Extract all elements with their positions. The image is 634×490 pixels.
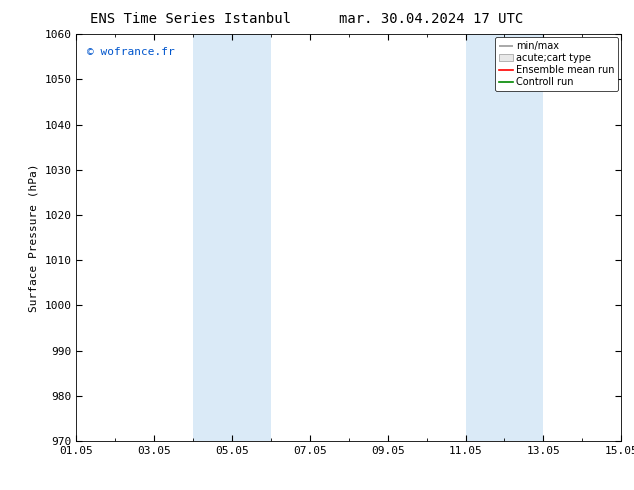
Text: © wofrance.fr: © wofrance.fr	[87, 47, 175, 56]
Text: mar. 30.04.2024 17 UTC: mar. 30.04.2024 17 UTC	[339, 12, 523, 26]
Y-axis label: Surface Pressure (hPa): Surface Pressure (hPa)	[29, 163, 39, 312]
Text: ENS Time Series Istanbul: ENS Time Series Istanbul	[89, 12, 291, 26]
Bar	[465, 34, 543, 441]
Bar	[193, 34, 271, 441]
Legend: min/max, acute;cart type, Ensemble mean run, Controll run: min/max, acute;cart type, Ensemble mean …	[495, 37, 618, 91]
